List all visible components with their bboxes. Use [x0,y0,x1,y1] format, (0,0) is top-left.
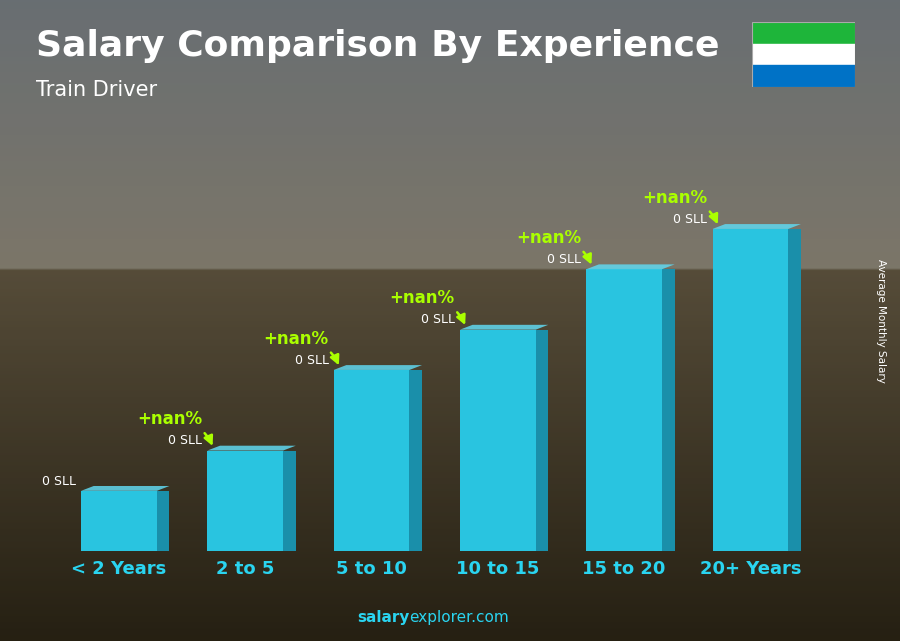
Bar [752,65,855,87]
Text: +nan%: +nan% [137,410,211,444]
Text: Salary Comparison By Experience: Salary Comparison By Experience [36,29,719,63]
Text: +nan%: +nan% [642,188,717,222]
Text: Average Monthly Salary: Average Monthly Salary [877,258,886,383]
Polygon shape [788,229,801,551]
Text: +nan%: +nan% [516,229,590,262]
Polygon shape [284,451,296,551]
Text: +nan%: +nan% [263,329,338,363]
Text: 0 SLL: 0 SLL [547,253,581,266]
Text: 0 SLL: 0 SLL [294,354,328,367]
Bar [752,22,855,44]
Polygon shape [81,486,169,491]
Polygon shape [334,365,422,370]
Polygon shape [207,445,296,451]
Bar [81,491,157,551]
Bar [460,329,536,551]
Text: +nan%: +nan% [390,290,464,322]
Text: 0 SLL: 0 SLL [421,313,454,326]
Polygon shape [586,264,675,269]
Polygon shape [536,329,548,551]
Polygon shape [662,269,675,551]
Text: explorer.com: explorer.com [410,610,509,625]
Bar [207,451,284,551]
Text: 0 SLL: 0 SLL [42,474,76,488]
Text: salary: salary [357,610,410,625]
Polygon shape [157,491,169,551]
Text: 0 SLL: 0 SLL [168,435,202,447]
Bar [752,44,855,65]
Bar [586,269,662,551]
Text: 0 SLL: 0 SLL [673,213,707,226]
Polygon shape [713,224,801,229]
Polygon shape [410,370,422,551]
Polygon shape [460,325,548,329]
Bar [713,229,788,551]
Bar [334,370,410,551]
Text: Train Driver: Train Driver [36,80,158,100]
